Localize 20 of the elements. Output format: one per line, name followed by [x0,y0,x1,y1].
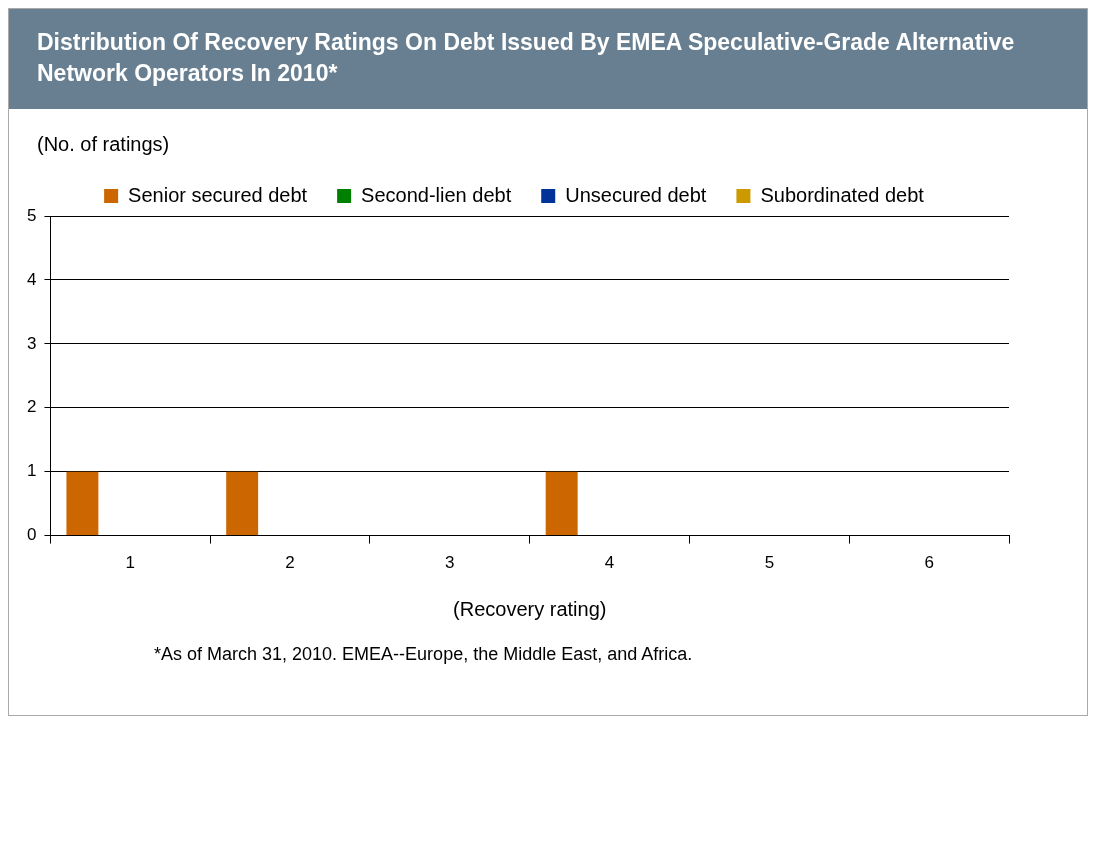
y-tick-label: 3 [26,333,37,353]
y-tick-label: 0 [26,525,37,545]
x-tick-label: 2 [285,553,295,573]
y-tick-label: 2 [26,397,37,417]
y-tick-label: 1 [26,461,37,481]
legend-label: Subordinated debt [760,183,925,206]
y-tick-label: 5 [26,205,37,225]
x-tick-label: 4 [604,553,615,573]
legend-label: Second-lien debt [361,183,512,206]
x-tick-label: 3 [445,553,455,573]
x-tick-label: 6 [924,553,934,573]
x-tick-label: 1 [125,553,136,573]
chart-title: Distribution Of Recovery Ratings On Debt Issued By EMEA Speculative-Grade Alternative Network Operators In 2010* [9,9,1087,109]
x-axis-title: (Recovery rating) [453,597,607,620]
legend-label: Senior secured debt [128,183,308,206]
legend-label: Unsecured debt [565,183,707,206]
y-tick-label: 4 [26,269,37,289]
y-axis-title: (No. of ratings) [37,133,171,156]
text: *As of March 31, 2010. EMEA--Europe, the Middle East, and Africa. [154,644,694,665]
x-tick-label: 5 [764,553,775,573]
